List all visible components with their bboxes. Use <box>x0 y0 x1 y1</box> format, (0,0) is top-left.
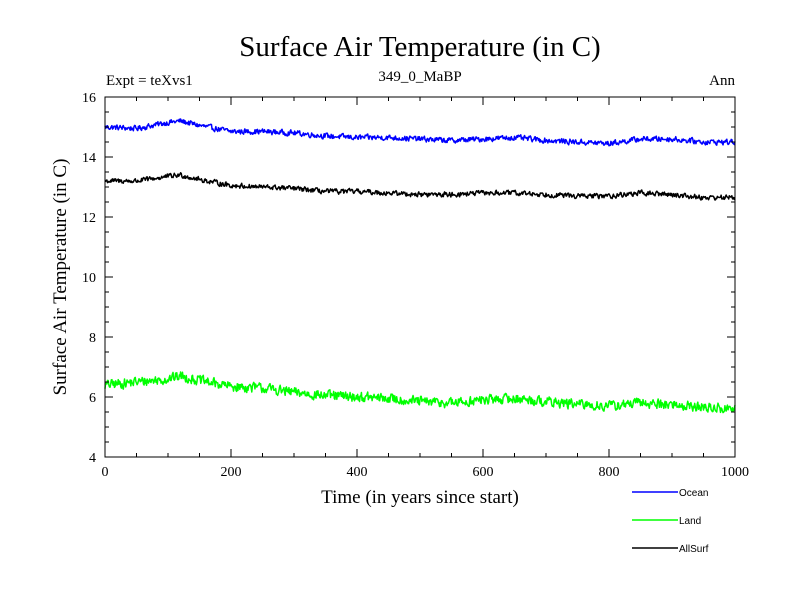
y-tick-label: 8 <box>89 331 96 346</box>
y-tick-label: 12 <box>82 211 96 226</box>
series-layer <box>104 118 736 414</box>
season-label: Ann <box>709 73 735 89</box>
x-axis-label: Time (in years since start) <box>321 487 519 508</box>
y-axis-label: Surface Air Temperature (in C) <box>50 159 71 396</box>
series-line-land <box>104 371 736 414</box>
y-tick-label: 14 <box>82 151 96 166</box>
x-tick-label: 1000 <box>721 465 749 480</box>
x-tick-label: 800 <box>599 465 620 480</box>
time-period-label: 349_0_MaBP <box>378 69 461 85</box>
y-tick-label: 6 <box>89 391 96 406</box>
legend-label-allsurf: AllSurf <box>679 544 709 555</box>
x-tick-label: 200 <box>221 465 242 480</box>
plot-area: 0 200 400 600 800 1000 4 6 8 10 12 14 16 <box>82 91 749 480</box>
plot-frame <box>104 96 736 458</box>
x-tick-label: 600 <box>473 465 494 480</box>
legend-label-ocean: Ocean <box>679 488 708 499</box>
y-tick-label: 16 <box>82 91 96 106</box>
y-tick-label: 10 <box>82 271 96 286</box>
x-tick-label: 0 <box>102 465 109 480</box>
chart-title: Surface Air Temperature (in C) <box>239 31 600 63</box>
experiment-label: Expt = teXvs1 <box>106 73 193 89</box>
series-line-allsurf <box>104 172 736 201</box>
legend-label-land: Land <box>679 516 701 527</box>
x-tick-label: 400 <box>347 465 368 480</box>
legend: Ocean Land AllSurf <box>632 488 709 555</box>
series-line-ocean <box>104 118 736 147</box>
ticks-layer: 0 200 400 600 800 1000 4 6 8 10 12 14 16 <box>82 91 749 480</box>
y-tick-label: 4 <box>89 451 96 466</box>
